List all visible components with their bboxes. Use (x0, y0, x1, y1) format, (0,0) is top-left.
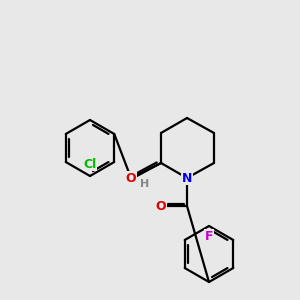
Text: N: N (126, 172, 136, 184)
Text: N: N (182, 172, 192, 184)
Text: O: O (126, 172, 136, 185)
Text: F: F (205, 230, 213, 242)
Text: H: H (140, 179, 150, 189)
Text: Cl: Cl (83, 158, 97, 170)
Text: O: O (156, 200, 166, 212)
